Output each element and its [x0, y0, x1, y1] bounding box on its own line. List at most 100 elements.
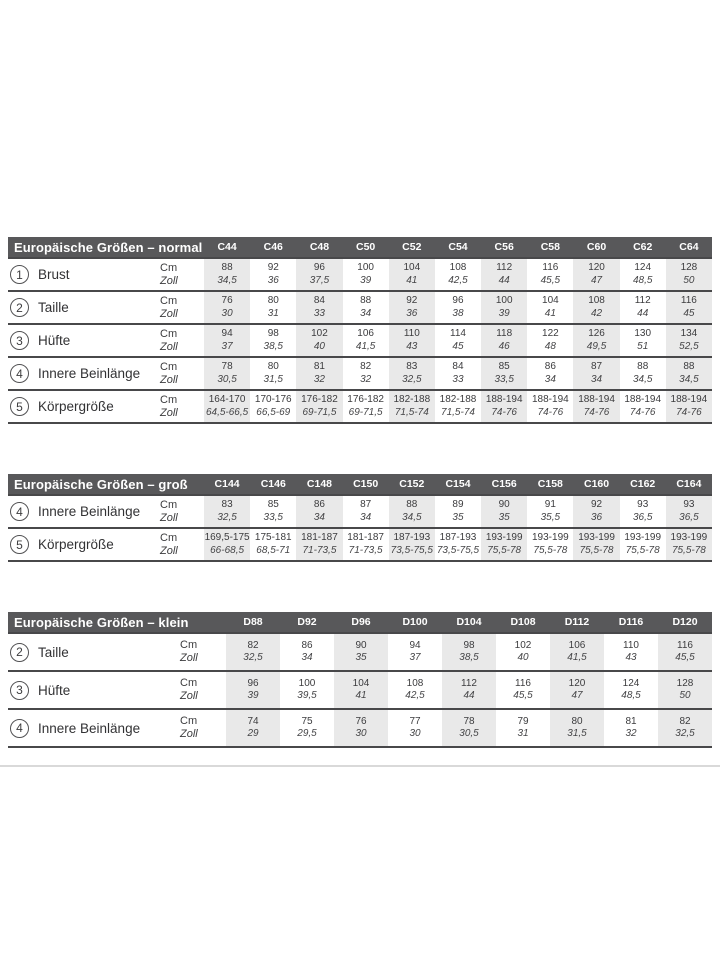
- value-cell: 89 35: [435, 496, 481, 527]
- unit-cell: Cm Zoll: [180, 710, 226, 746]
- value-cell: 100 39: [481, 292, 528, 323]
- cm-value: 100: [357, 262, 374, 273]
- column-header: C162: [630, 478, 656, 490]
- cm-value: 102: [311, 328, 328, 339]
- zoll-value: 34: [360, 511, 372, 523]
- cm-value: 91: [544, 499, 556, 510]
- cm-value: 116: [542, 262, 559, 273]
- value-cell: 76 30: [204, 292, 251, 323]
- value-cell: 86 34: [296, 496, 343, 527]
- value-cell: 169,5-175 66-68,5: [204, 529, 251, 560]
- zoll-value: 66,5-69: [256, 406, 291, 418]
- zoll-value: 41: [406, 274, 418, 286]
- row-number-badge: 3: [10, 331, 29, 350]
- cm-value: 181-187: [301, 532, 338, 543]
- size-table: Europäische Größen – groß C144 C146 C148 C15…: [8, 474, 712, 562]
- value-cell: 76 30: [334, 710, 388, 746]
- unit-zoll-label: Zoll: [160, 373, 178, 386]
- value-cell: 188-194 74-76: [665, 391, 712, 422]
- value-cell: 108 42: [573, 292, 620, 323]
- value-cell: 80 31: [250, 292, 296, 323]
- unit-cell: Cm Zoll: [180, 672, 226, 708]
- zoll-value: 45,5: [513, 690, 533, 701]
- value-cell: 102 40: [296, 325, 343, 356]
- zoll-value: 75,5-78: [579, 544, 614, 556]
- value-cell: 176-182 69-71,5: [296, 391, 343, 422]
- zoll-value: 50: [679, 690, 691, 701]
- value-cell: 82 32: [343, 358, 389, 389]
- cm-value: 122: [542, 328, 559, 339]
- value-cell: 182-188 71,5-74: [388, 391, 435, 422]
- unit-zoll-label: Zoll: [160, 274, 178, 287]
- zoll-value: 74-76: [491, 406, 517, 418]
- value-cell: 193-199 75,5-78: [527, 529, 573, 560]
- value-cell: 85 33,5: [481, 358, 528, 389]
- row-label: Innere Beinlänge: [38, 504, 141, 519]
- cm-value: 112: [634, 295, 651, 306]
- unit-cell: Cm Zoll: [160, 325, 204, 356]
- cm-value: 80: [267, 361, 279, 372]
- cm-value: 78: [221, 361, 233, 372]
- value-cell: 82 32,5: [658, 710, 712, 746]
- row-label-cell: 2 Taille: [8, 634, 180, 670]
- value-cell: 110 43: [604, 634, 658, 670]
- value-cell: 88 34: [343, 292, 389, 323]
- zoll-value: 42,5: [405, 690, 425, 701]
- value-cell: 94 37: [388, 634, 442, 670]
- zoll-value: 34,5: [679, 373, 699, 385]
- column-header: D100: [402, 616, 428, 628]
- value-cell: 128 50: [658, 672, 712, 708]
- zoll-value: 68,5-71: [256, 544, 291, 556]
- zoll-value: 71,5-74: [394, 406, 429, 418]
- value-cell: 80 31,5: [250, 358, 296, 389]
- cm-value: 92: [406, 295, 418, 306]
- cm-value: 112: [461, 677, 477, 689]
- row-number-badge: 1: [10, 265, 29, 284]
- value-cell: 175-181 68,5-71: [250, 529, 296, 560]
- column-header: D116: [618, 616, 644, 628]
- row-label: Körpergröße: [38, 399, 114, 414]
- column-header: C156: [491, 478, 517, 490]
- zoll-value: 74-76: [537, 406, 564, 418]
- zoll-value: 41,5: [355, 340, 376, 352]
- zoll-value: 29: [247, 728, 259, 739]
- value-cell: 88 34,5: [204, 259, 251, 290]
- unit-cm-label: Cm: [180, 715, 198, 727]
- unit-zoll-label: Zoll: [160, 544, 178, 557]
- zoll-value: 43: [625, 652, 637, 663]
- cm-value: 110: [623, 639, 639, 651]
- zoll-value: 71-73,5: [348, 544, 383, 556]
- zoll-value: 69-71,5: [348, 406, 383, 418]
- row-number-badge: 3: [10, 680, 29, 700]
- value-cell: 102 40: [496, 634, 550, 670]
- value-cell: 193-199 75,5-78: [665, 529, 712, 560]
- cm-value: 86: [301, 639, 313, 651]
- value-cell: 114 45: [435, 325, 481, 356]
- zoll-value: 36,5: [679, 511, 699, 523]
- zoll-value: 47: [571, 690, 583, 701]
- cm-value: 188-194: [532, 394, 569, 405]
- table-row: 4 Innere Beinlänge Cm Zoll 83 32,5 85 33,5 86 34 8…: [8, 494, 712, 527]
- zoll-value: 29,5: [297, 728, 317, 739]
- cm-value: 96: [313, 262, 325, 273]
- value-cell: 85 33,5: [250, 496, 296, 527]
- size-table: Europäische Größen – normal C44 C46 C48 C50 C…: [8, 237, 712, 424]
- cm-value: 80: [571, 715, 583, 727]
- value-cell: 110 43: [388, 325, 435, 356]
- cm-value: 106: [357, 328, 374, 339]
- zoll-value: 36: [406, 307, 418, 319]
- cm-value: 82: [247, 639, 259, 651]
- table-header-bar: Europäische Größen – groß C144 C146 C148 C15…: [8, 474, 712, 494]
- value-cell: 116 45,5: [527, 259, 573, 290]
- value-cell: 78 30,5: [204, 358, 251, 389]
- value-cell: 118 46: [481, 325, 528, 356]
- value-cell: 188-194 74-76: [573, 391, 620, 422]
- column-header: C148: [306, 478, 332, 490]
- value-cell: 122 48: [527, 325, 573, 356]
- cm-value: 187-193: [439, 532, 477, 543]
- zoll-value: 48,5: [621, 690, 641, 701]
- zoll-value: 35: [355, 652, 367, 663]
- cm-value: 116: [515, 677, 531, 689]
- column-header: D120: [672, 616, 698, 628]
